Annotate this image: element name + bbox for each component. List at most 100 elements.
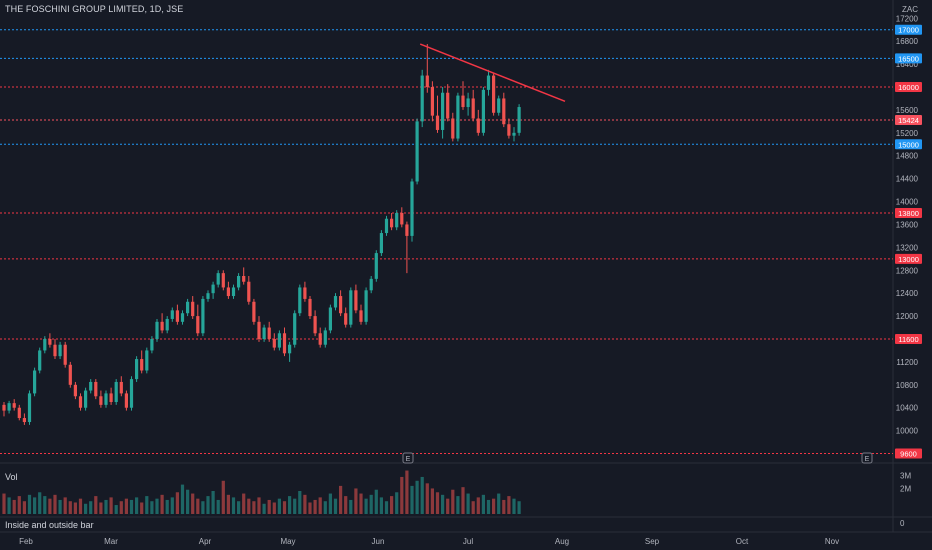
y-tick-label: 16800 xyxy=(896,37,919,46)
y-tick-label: 10400 xyxy=(896,404,919,413)
candle-body xyxy=(359,310,363,322)
volume-bar xyxy=(471,501,475,514)
volume-bar xyxy=(425,483,429,514)
candle-body xyxy=(22,418,26,423)
candle-body xyxy=(374,253,378,279)
volume-bar xyxy=(170,497,174,514)
candle-body xyxy=(313,316,317,334)
volume-bar xyxy=(257,497,261,514)
level-badge xyxy=(895,24,922,35)
candle-body xyxy=(323,330,327,345)
y-tick-label: 10000 xyxy=(896,427,919,436)
candle-body xyxy=(257,321,261,339)
volume-bar xyxy=(38,492,42,514)
volume-bar xyxy=(267,499,271,514)
x-tick-label: Aug xyxy=(555,537,569,546)
level-badge-label: 13000 xyxy=(898,255,919,264)
candle-body xyxy=(226,287,230,297)
volume-bar xyxy=(99,502,103,514)
chart-title: THE FOSCHINI GROUP LIMITED, 1D, JSE xyxy=(5,4,184,14)
volume-tick-label: 2M xyxy=(900,484,911,493)
volume-bar xyxy=(135,497,139,514)
volume-bar xyxy=(186,489,190,514)
volume-bar xyxy=(441,494,445,514)
candle-body xyxy=(201,298,205,334)
candle-body xyxy=(165,318,169,331)
volume-bar xyxy=(369,494,373,514)
level-badge-label: 9600 xyxy=(900,450,917,459)
y-tick-label: 11200 xyxy=(896,358,918,367)
candle-body xyxy=(486,75,491,90)
volume-bar xyxy=(339,485,343,514)
volume-bar xyxy=(7,497,11,514)
candle-body xyxy=(395,213,399,228)
volume-bar xyxy=(502,499,506,514)
candle-body xyxy=(99,396,103,405)
y-tick-label: 13200 xyxy=(896,243,919,252)
volume-bar xyxy=(288,496,292,514)
level-badge xyxy=(895,334,922,344)
volume-bar xyxy=(420,476,424,514)
candle-body xyxy=(267,327,271,339)
trendline xyxy=(419,43,566,103)
candle-body xyxy=(441,92,445,130)
volume-bar xyxy=(364,498,368,514)
volume-bar xyxy=(379,497,383,514)
level-badge xyxy=(895,253,922,264)
earnings-marker-label: E xyxy=(406,456,411,463)
candle-body xyxy=(492,75,496,113)
candle-body xyxy=(512,132,516,136)
candle-body xyxy=(461,95,465,108)
volume-bar xyxy=(303,494,307,514)
candle-body xyxy=(94,381,98,397)
volume-bar xyxy=(104,499,108,514)
candle-body xyxy=(68,364,72,385)
candle-body xyxy=(451,118,455,139)
volume-bar xyxy=(221,480,225,514)
volume-bar xyxy=(242,493,246,514)
candle-body xyxy=(206,293,210,299)
volume-bar xyxy=(298,491,302,514)
candle-body xyxy=(288,344,292,354)
volume-bar xyxy=(175,492,179,514)
candle-body xyxy=(303,287,307,299)
currency-label: ZAC xyxy=(902,5,918,14)
volume-bar xyxy=(53,494,57,514)
volume-bar xyxy=(400,476,404,514)
candle-body xyxy=(150,339,154,351)
level-badge-label: 11600 xyxy=(898,335,918,344)
candle-body xyxy=(175,310,179,322)
candle-body xyxy=(517,107,521,133)
level-badge xyxy=(895,53,922,64)
level-badge-label: 16000 xyxy=(898,83,919,92)
y-tick-label: 13600 xyxy=(896,220,919,229)
volume-bar xyxy=(94,496,98,514)
volume-bar xyxy=(333,498,338,514)
volume-bar xyxy=(206,496,210,514)
earnings-marker xyxy=(861,452,873,464)
volume-bar xyxy=(328,493,332,514)
volume-bar xyxy=(201,501,205,514)
level-badge xyxy=(895,208,922,218)
level-badge xyxy=(895,139,922,150)
volume-bar xyxy=(359,493,363,514)
volume-bar xyxy=(405,470,409,514)
volume-bar xyxy=(63,497,67,514)
volume-bar xyxy=(43,496,47,514)
volume-bar xyxy=(160,494,164,514)
volume-bar xyxy=(262,503,266,514)
y-tick-label: 17200 xyxy=(896,14,919,23)
candle-body xyxy=(252,301,256,322)
level-badge xyxy=(895,82,922,92)
candle-body xyxy=(211,284,215,294)
candle-body xyxy=(369,278,373,291)
y-tick-label: 15200 xyxy=(896,129,919,138)
y-tick-label: 12400 xyxy=(896,289,919,298)
volume-bar xyxy=(415,480,419,514)
volume-pane-label: Vol xyxy=(5,472,18,482)
x-tick-label: Oct xyxy=(736,537,749,546)
level-badge-label: 16500 xyxy=(898,54,919,63)
volume-bar xyxy=(114,505,118,514)
level-badge-label: 13800 xyxy=(898,209,919,218)
